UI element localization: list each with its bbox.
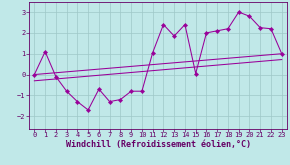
X-axis label: Windchill (Refroidissement éolien,°C): Windchill (Refroidissement éolien,°C) (66, 140, 251, 148)
